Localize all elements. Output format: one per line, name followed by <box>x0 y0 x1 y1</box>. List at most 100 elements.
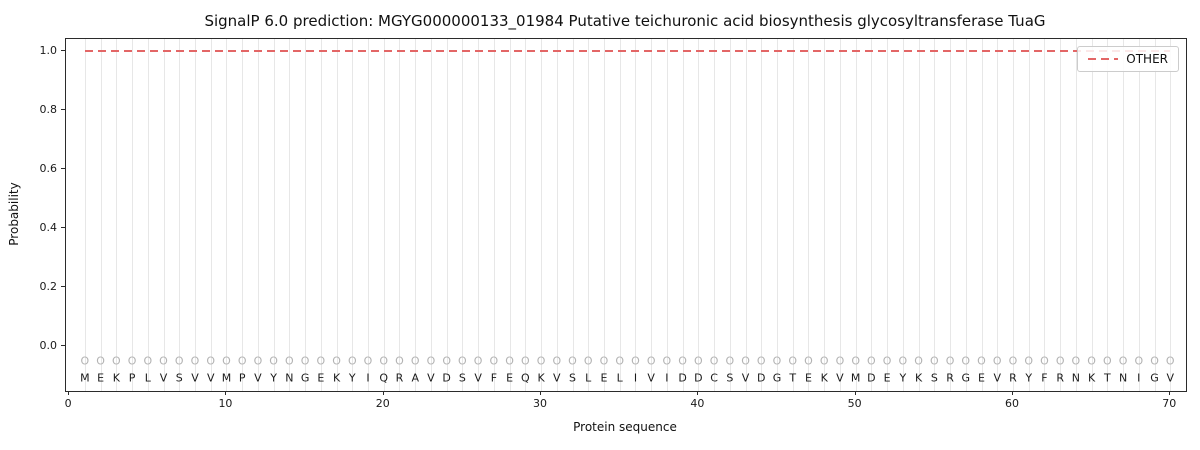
gridline <box>635 39 637 391</box>
position-class-marker: O <box>253 354 263 368</box>
x-tick-mark <box>697 391 699 395</box>
sequence-residue: C <box>710 371 718 385</box>
gridline <box>729 39 731 391</box>
y-tick-mark <box>61 345 65 347</box>
position-class-marker: O <box>269 354 278 368</box>
position-class-marker: O <box>898 354 908 368</box>
position-class-marker: O <box>442 354 452 368</box>
sequence-residue: S <box>175 371 183 385</box>
gridline <box>572 39 574 391</box>
sequence-residue: L <box>616 371 623 385</box>
position-class-marker: O <box>1103 354 1112 368</box>
position-class-marker: O <box>662 354 672 368</box>
position-class-marker: O <box>694 354 703 368</box>
gridline <box>163 39 165 391</box>
gridline <box>997 39 999 391</box>
gridline <box>855 39 857 391</box>
position-class-marker: O <box>111 354 121 368</box>
sequence-residue: D <box>442 371 451 385</box>
gridline <box>777 39 778 391</box>
sequence-residue: E <box>600 371 608 385</box>
position-class-marker: O <box>520 354 530 368</box>
position-class-marker: O <box>190 354 200 368</box>
y-tick-label: 0.8 <box>39 103 58 117</box>
position-class-marker: O <box>819 354 829 368</box>
sequence-residue: G <box>961 371 971 385</box>
sequence-residue: R <box>946 371 954 385</box>
sequence-residue: V <box>206 371 215 385</box>
gridline <box>1154 39 1156 391</box>
position-class-marker: O <box>237 354 247 368</box>
gridline <box>651 39 653 391</box>
gridline <box>824 39 826 391</box>
x-axis-label: Protein sequence <box>573 420 677 434</box>
sequence-residue: Y <box>270 371 277 385</box>
sequence-residue: V <box>836 371 844 385</box>
gridline <box>132 39 134 391</box>
sequence-residue: V <box>427 371 435 385</box>
position-class-marker: O <box>788 354 798 368</box>
gridline <box>478 39 480 391</box>
gridline <box>525 39 527 391</box>
y-tick-mark <box>61 50 65 52</box>
sequence-residue: P <box>128 371 136 385</box>
position-class-marker: O <box>363 354 373 368</box>
sequence-residue: K <box>537 371 545 385</box>
gridline <box>179 39 181 391</box>
sequence-residue: D <box>694 371 703 385</box>
gridline <box>934 39 936 391</box>
position-class-marker: O <box>206 354 216 368</box>
position-class-marker: O <box>867 354 876 368</box>
position-class-marker: O <box>552 354 562 368</box>
sequence-residue: M <box>850 371 861 385</box>
sequence-residue: R <box>395 371 404 385</box>
gridline <box>257 39 259 391</box>
position-class-marker: O <box>725 354 735 368</box>
gridline <box>493 39 495 391</box>
gridline <box>100 39 102 391</box>
position-class-marker: O <box>379 354 389 368</box>
gridline <box>792 39 794 391</box>
y-tick-label: 0.6 <box>39 162 58 176</box>
position-class-marker: O <box>395 354 404 368</box>
sequence-residue: E <box>97 371 105 385</box>
gridline <box>210 39 212 391</box>
sequence-residue: Q <box>520 371 530 385</box>
position-class-marker: O <box>410 354 420 368</box>
sequence-residue: E <box>804 371 812 385</box>
position-class-marker: O <box>678 354 687 368</box>
gridline <box>415 39 417 391</box>
gridline <box>745 39 747 391</box>
gridline <box>1123 39 1125 391</box>
gridline <box>918 39 920 391</box>
x-tick-label: 40 <box>690 397 705 410</box>
position-class-marker: O <box>473 354 483 368</box>
position-class-marker: O <box>1071 354 1081 368</box>
position-class-marker: O <box>1087 354 1096 368</box>
gridline <box>981 39 983 391</box>
position-class-marker: O <box>222 354 231 368</box>
x-tick-mark <box>68 391 70 395</box>
sequence-residue: V <box>993 371 1001 385</box>
x-tick-mark <box>540 391 542 395</box>
gridline <box>1060 39 1062 391</box>
position-class-marker: O <box>1118 354 1128 368</box>
sequence-residue: V <box>191 371 199 385</box>
position-class-marker: O <box>426 354 436 368</box>
sequence-residue: P <box>238 371 246 385</box>
position-class-marker: O <box>1165 354 1175 368</box>
sequence-residue: A <box>411 371 419 385</box>
position-class-marker: O <box>646 354 656 368</box>
chart-title: SignalP 6.0 prediction: MGYG000000133_01… <box>204 12 1046 30</box>
position-class-marker: O <box>316 354 326 368</box>
other-probability-line <box>84 50 1171 53</box>
position-class-marker: O <box>174 354 184 368</box>
position-class-marker: O <box>615 354 625 368</box>
position-class-marker: O <box>1150 354 1159 368</box>
sequence-residue: N <box>1118 371 1128 385</box>
gridline <box>619 39 621 391</box>
sequence-residue: G <box>772 371 782 385</box>
position-class-marker: O <box>159 354 168 368</box>
sequence-residue: I <box>366 371 370 385</box>
